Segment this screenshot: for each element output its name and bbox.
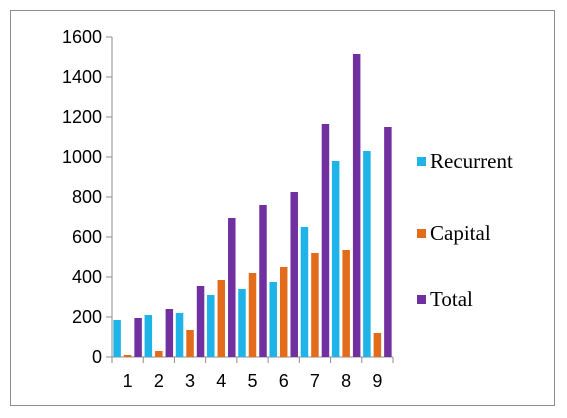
bar-recurrent-4 [207,295,215,357]
bar-recurrent-2 [144,315,153,357]
x-tick-label: 7 [310,371,320,391]
legend-swatch-capital [417,229,426,238]
bar-capital-3 [186,330,194,357]
x-tick-label: 9 [372,371,382,391]
y-tick-label: 1600 [62,27,102,47]
x-tick-label: 5 [247,371,257,391]
bar-total-8 [352,54,361,357]
x-tick-label: 3 [185,371,195,391]
bar-total-6 [290,192,298,357]
bar-recurrent-5 [238,289,246,357]
bar-total-1 [134,318,142,357]
y-tick-label: 0 [92,347,102,367]
y-tick-label: 200 [72,307,102,327]
x-tick-label: 6 [279,371,289,391]
legend-label-capital: Capital [430,221,491,245]
y-tick-label: 600 [72,227,102,247]
y-tick-label: 800 [72,187,102,207]
bar-total-5 [259,205,267,357]
bar-recurrent-1 [113,320,121,357]
x-axis: 1 2 3 4 5 6 7 8 9 [111,356,394,391]
bar-recurrent-8 [331,161,340,357]
y-tick-label: 400 [72,267,102,287]
bar-recurrent-7 [300,227,309,357]
legend-label-recurrent: Recurrent [430,149,513,173]
bar-capital-5 [248,273,257,357]
bar-total-3 [196,286,205,357]
bar-capital-2 [155,351,163,357]
y-tick-label: 1200 [62,107,102,127]
bar-total-4 [228,218,236,357]
legend-swatch-total [417,295,426,304]
bar-capital-7 [311,253,319,357]
bar-capital-9 [373,333,382,357]
legend: Recurrent Capital Total [417,149,513,311]
bar-recurrent-6 [269,282,277,357]
y-axis: 0 200 400 600 800 1000 1200 1400 1600 [62,27,113,367]
bar-recurrent-3 [175,313,184,357]
legend-swatch-recurrent [417,157,426,166]
x-tick-label: 2 [154,371,164,391]
x-tick-label: 4 [216,371,226,391]
bar-capital-6 [279,267,288,357]
bar-capital-1 [123,355,132,357]
bar-total-9 [384,127,392,357]
x-tick-label: 1 [123,371,133,391]
y-tick-label: 1400 [62,67,102,87]
bar-total-7 [321,124,330,357]
y-tick-label: 1000 [62,147,102,167]
bars [113,54,392,357]
bar-recurrent-9 [363,151,371,357]
bar-capital-8 [342,250,350,357]
x-tick-label: 8 [341,371,351,391]
bar-capital-4 [217,280,226,357]
legend-label-total: Total [430,287,473,311]
bar-total-2 [165,309,174,357]
